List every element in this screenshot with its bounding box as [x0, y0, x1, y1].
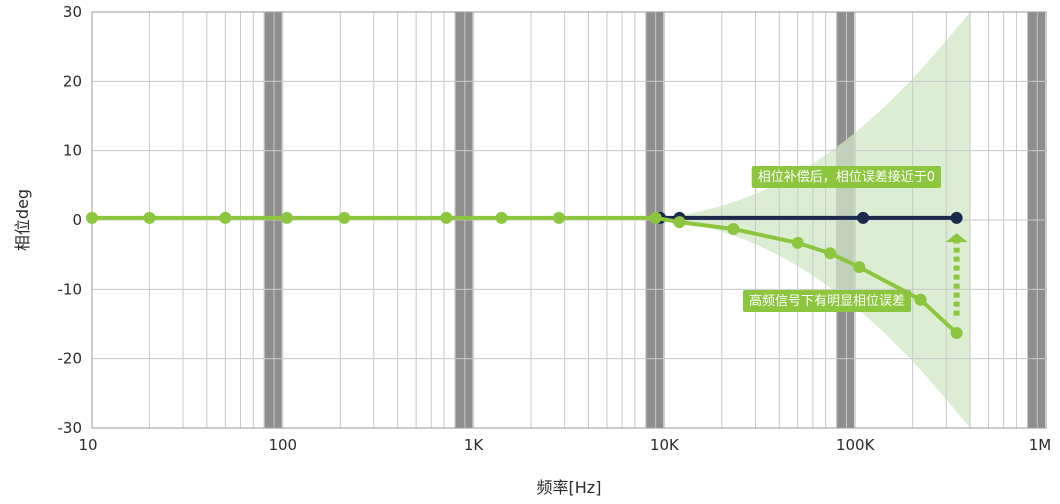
data-point-1 — [86, 211, 98, 224]
data-point-1 — [143, 211, 156, 224]
series-line-1 — [90, 215, 959, 335]
y-axis-title: 相位deg — [13, 189, 32, 251]
x-tick-label: 100 — [268, 436, 297, 454]
x-tick-label: 10 — [78, 436, 97, 454]
arrow-head — [945, 233, 968, 243]
compensation-arrow — [945, 233, 968, 316]
data-point-1 — [853, 261, 866, 274]
data-point-0 — [950, 211, 963, 224]
data-point-1 — [950, 327, 963, 340]
annotation-after-bg — [751, 166, 941, 188]
data-point-0 — [857, 211, 870, 224]
data-point-1 — [552, 211, 565, 224]
y-tick-label: 30 — [63, 3, 82, 21]
y-tick-label: -20 — [58, 350, 83, 368]
data-point-1 — [824, 247, 837, 260]
x-tick-label: 100K — [836, 436, 876, 454]
x-tick-label: 1K — [464, 436, 485, 454]
data-point-1 — [219, 211, 232, 224]
data-point-1 — [338, 211, 351, 224]
y-tick-label: 0 — [72, 211, 82, 229]
data-point-1 — [727, 223, 740, 236]
data-point-1 — [673, 216, 686, 229]
x-tick-label: 1M — [1029, 436, 1052, 454]
data-point-1 — [495, 211, 508, 224]
x-tick-label: 10K — [650, 436, 680, 454]
annotation-before-compensation: 高频信号下有明显相位误差 — [749, 293, 905, 309]
x-tick-labels: 10 100 1K 10K 100K 1M — [78, 436, 1051, 454]
y-tick-labels: -30 -20 -10 0 10 20 30 — [58, 3, 83, 437]
data-point-1 — [280, 211, 293, 224]
data-point-1 — [440, 211, 453, 224]
data-point-1 — [914, 293, 927, 306]
y-tick-label: 20 — [63, 72, 82, 90]
annotation-before-bg — [742, 290, 911, 312]
series-group — [86, 211, 963, 340]
y-tick-label: 10 — [63, 142, 82, 160]
grid-lines — [91, 11, 1046, 429]
data-point-1 — [791, 236, 804, 249]
y-tick-label: -30 — [58, 419, 83, 437]
data-point-1 — [649, 211, 662, 224]
annotation-after-compensation: 相位补偿后，相位误差接近于0 — [758, 169, 935, 185]
y-tick-label: -10 — [58, 280, 83, 298]
x-axis-title: 频率[Hz] — [537, 478, 602, 497]
